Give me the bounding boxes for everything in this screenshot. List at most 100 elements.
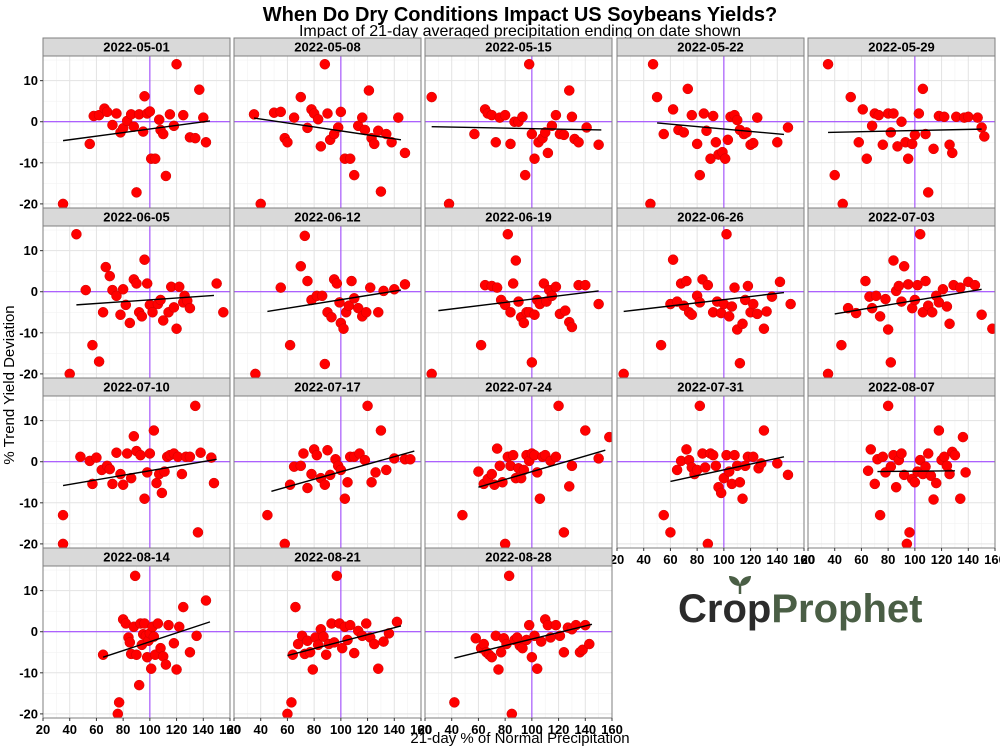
data-point xyxy=(87,339,98,351)
trend-line xyxy=(670,456,785,483)
data-point xyxy=(499,538,511,548)
data-point xyxy=(593,139,604,150)
data-point xyxy=(564,85,575,96)
data-point xyxy=(326,311,337,323)
facet-strip xyxy=(616,377,805,397)
facet-strip xyxy=(233,547,422,567)
data-point xyxy=(618,368,629,378)
data-point xyxy=(938,111,950,123)
x-tick-label: 20 xyxy=(227,722,241,737)
data-point xyxy=(930,477,942,489)
data-point xyxy=(566,321,578,333)
data-point xyxy=(678,127,690,138)
points-layer xyxy=(862,400,971,548)
trend-line xyxy=(253,117,402,141)
data-point xyxy=(248,109,260,120)
x-tick-label: 60 xyxy=(854,552,868,567)
data-point xyxy=(131,649,142,660)
data-point xyxy=(475,339,487,351)
facet-strip-label: 2022-08-28 xyxy=(485,550,552,565)
x-tick-label: 60 xyxy=(663,552,677,567)
facet-panel: 2022-05-15 xyxy=(424,37,613,209)
x-tick-label: 20 xyxy=(36,722,50,737)
facet-panel: 2022-08-28 20 40 60 80 100 120 140 160 xyxy=(418,547,623,737)
data-point xyxy=(722,134,734,146)
y-tick-label: -20 xyxy=(19,706,38,721)
x-tick-label: 100 xyxy=(713,552,735,567)
data-point xyxy=(506,708,518,718)
data-point xyxy=(288,112,300,123)
data-point xyxy=(904,527,915,538)
data-point xyxy=(111,290,122,302)
data-point xyxy=(362,400,373,412)
data-point xyxy=(655,339,667,351)
data-point xyxy=(120,299,132,311)
x-tick-label: 120 xyxy=(357,722,379,737)
trend-line xyxy=(62,120,211,142)
data-point xyxy=(928,143,939,155)
data-point xyxy=(306,468,317,480)
y-tick-label: -10 xyxy=(19,325,38,340)
data-point xyxy=(112,708,124,718)
data-point xyxy=(874,509,886,521)
data-point xyxy=(969,279,981,291)
data-point xyxy=(553,400,564,412)
x-tick-label: 20 xyxy=(801,552,815,567)
x-tick-label: 120 xyxy=(548,722,570,737)
data-point xyxy=(198,112,209,123)
data-point xyxy=(290,601,301,613)
data-point xyxy=(898,261,910,272)
facet-strip-label: 2022-07-31 xyxy=(677,380,744,395)
data-point xyxy=(761,306,772,317)
data-point xyxy=(853,137,865,148)
facet-strip xyxy=(424,37,613,57)
data-point xyxy=(782,469,794,481)
data-point xyxy=(922,187,934,198)
facet-strip-label: 2022-08-21 xyxy=(294,550,361,565)
facet-panel: 2022-07-17 xyxy=(233,377,422,549)
data-point xyxy=(658,128,669,140)
data-point xyxy=(756,458,767,469)
data-point xyxy=(593,453,604,464)
data-point xyxy=(378,285,389,297)
data-point xyxy=(100,261,112,273)
x-tick-label: 40 xyxy=(636,552,650,567)
data-point xyxy=(107,478,118,490)
trend-line xyxy=(76,294,215,306)
data-point xyxy=(91,452,102,463)
data-point xyxy=(902,279,914,290)
data-point xyxy=(890,481,902,493)
data-point xyxy=(505,138,516,150)
data-point xyxy=(917,83,929,95)
facet-strip-label: 2022-06-05 xyxy=(103,210,170,225)
data-point xyxy=(933,425,945,436)
data-point xyxy=(920,128,931,140)
data-point xyxy=(57,538,69,548)
x-tick-label: 160 xyxy=(793,552,815,567)
points-layer xyxy=(57,400,220,548)
data-point xyxy=(518,317,530,329)
trend-line xyxy=(287,625,402,657)
facet-strip xyxy=(424,547,613,567)
data-point xyxy=(469,128,480,140)
data-point xyxy=(200,137,212,148)
data-point xyxy=(699,462,711,473)
data-point xyxy=(319,358,331,370)
data-point xyxy=(702,538,714,548)
points-layer xyxy=(248,58,411,208)
facet-panel: 2022-07-24 xyxy=(424,377,613,549)
y-tick-label: 10 xyxy=(24,243,38,258)
data-point xyxy=(208,477,220,489)
data-point xyxy=(667,254,679,265)
data-point xyxy=(909,129,921,141)
data-point xyxy=(312,114,324,125)
x-tick-label: 140 xyxy=(192,722,214,737)
data-point xyxy=(880,293,891,305)
data-point xyxy=(211,278,222,289)
data-point xyxy=(896,448,907,459)
data-point xyxy=(906,138,918,150)
data-point xyxy=(758,323,770,334)
facet-strip xyxy=(616,37,805,57)
y-tick-label: -20 xyxy=(19,196,38,211)
data-point xyxy=(723,311,735,322)
